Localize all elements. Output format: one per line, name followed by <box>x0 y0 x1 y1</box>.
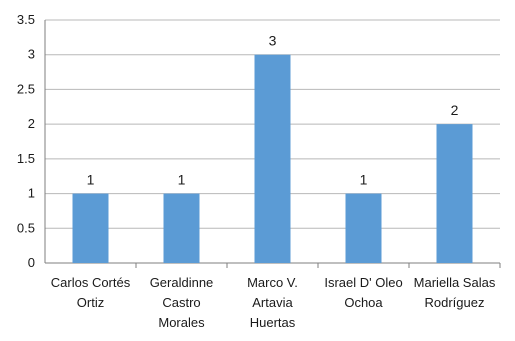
y-tick-label: 1.5 <box>17 151 35 166</box>
bar <box>163 193 200 263</box>
category-label: Mariella Salas <box>414 275 496 290</box>
data-label: 3 <box>269 33 277 49</box>
category-label: Castro <box>162 295 200 310</box>
category-label: Marco V. <box>247 275 298 290</box>
y-tick-label: 2 <box>28 116 35 131</box>
bar <box>254 54 291 263</box>
y-tick-label: 0.5 <box>17 220 35 235</box>
y-tick-label: 3 <box>28 47 35 62</box>
category-label: Morales <box>158 315 205 330</box>
category-label: Rodríguez <box>425 295 485 310</box>
category-label: Ochoa <box>344 295 383 310</box>
category-label: Geraldinne <box>150 275 214 290</box>
data-label: 2 <box>451 102 459 118</box>
bar <box>72 193 109 263</box>
data-label: 1 <box>178 172 186 188</box>
y-tick-label: 3.5 <box>17 12 35 27</box>
y-tick-label: 0 <box>28 255 35 270</box>
y-tick-label: 1 <box>28 186 35 201</box>
data-label: 1 <box>87 172 95 188</box>
bar <box>436 124 473 264</box>
data-label: 1 <box>360 172 368 188</box>
category-label: Carlos Cortés <box>51 275 131 290</box>
category-label: Artavia <box>252 295 293 310</box>
category-label: Israel D' Oleo <box>324 275 402 290</box>
y-tick-label: 2.5 <box>17 81 35 96</box>
category-label: Ortiz <box>77 295 104 310</box>
bar <box>345 193 382 263</box>
category-label: Huertas <box>250 315 296 330</box>
